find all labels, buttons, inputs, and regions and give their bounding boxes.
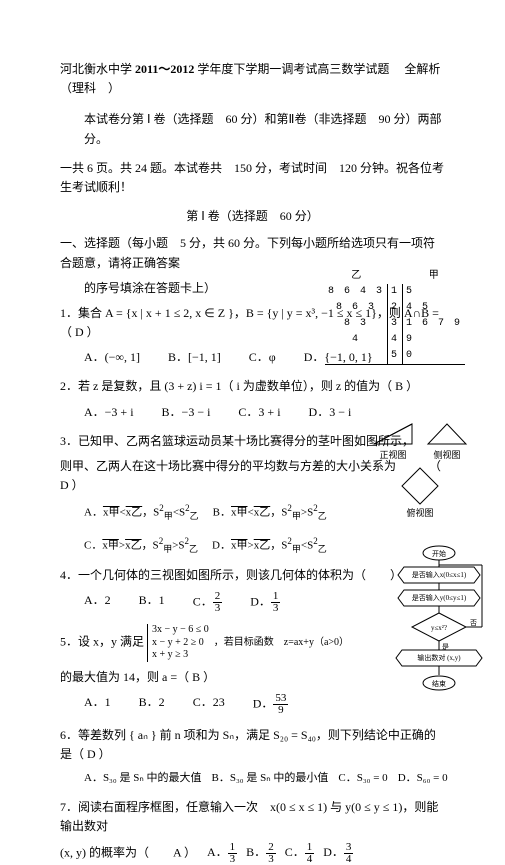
q2-text: 2．若 z 是复数，且 (3 + z) i = 1（ i 为虚数单位），则 z … [60, 377, 445, 396]
q5-options: A．1 B．2 C．23 D．539 [60, 693, 445, 716]
q4-b: B．1 [139, 591, 165, 614]
flow-in1: 是否输入x(0≤x≤1) [412, 570, 467, 579]
flow-end: 结束 [432, 679, 446, 688]
front-view: 正视图 [370, 420, 416, 462]
q4-d: D．13 [250, 591, 280, 614]
q7-a: A．13 [207, 845, 237, 859]
q6-d: D．S₆₀ = 0 [398, 770, 448, 788]
q6-b: B．S₃₀ 是 Sₙ 中的最小值 [211, 770, 328, 788]
q6-a: A．S₃₀ 是 Sₙ 中的最大值 [84, 770, 201, 788]
three-views: 正视图 侧视图 俯视图 [365, 420, 475, 521]
flowchart: 开始 是否输入x(0≤x≤1) 是否输入y(0≤y≤1) y≤x²? 是 否 输… [392, 545, 487, 711]
q3-a: A．x甲<x乙，S2甲<S2乙 [84, 501, 199, 523]
flow-start: 开始 [432, 549, 446, 558]
q2-d: D．3 − i [309, 403, 352, 422]
part1-heading: 第 Ⅰ 卷（选择题 60 分） [60, 207, 445, 226]
q1-a: A．(−∞, 1] [84, 348, 140, 367]
q3-b: B．x甲<x乙，S2甲>S2乙 [213, 501, 327, 523]
q1-c: C．φ [249, 348, 276, 367]
side-view: 侧视图 [424, 420, 470, 462]
q4-a: A．2 [84, 591, 111, 614]
q3-c: C．x甲>x乙，S2甲>S2乙 [84, 534, 198, 556]
flow-cond: y≤x²? [431, 624, 447, 632]
q3-l2-text: 则甲、乙两人在这十场比赛中得分的平均数与方差的大小关系为 [60, 459, 396, 473]
pages-line: 一共 6 页。共 24 题。本试卷共 150 分，考试时间 120 分钟。祝各位… [60, 159, 445, 197]
school: 河北衡水中学 [60, 62, 132, 76]
q6-text: 6．等差数列 { aₙ } 前 n 项和为 Sₙ，满足 S₂₀ = S₄₀，则下… [60, 726, 445, 764]
title-main: 学年度下学期一调考试高三数学试题 [197, 62, 389, 76]
q5: 5．设 x，y 满足 3x − y − 6 ≤ 0 x − y + 2 ≥ 0 … [60, 624, 445, 662]
stem-leaf-plot: 乙甲 8 6 4 315 8 6 324 5 8 331 6 7 9 449 5… [325, 268, 465, 365]
q4-c: C．23 [193, 591, 223, 614]
q7-b: B．23 [246, 845, 276, 859]
q5-c: C．23 [193, 693, 225, 716]
q5-brace: 3x − y − 6 ≤ 0 x − y + 2 ≥ 0 ，若目标函数 z=ax… [147, 624, 349, 662]
q7-d: D．34 [323, 845, 353, 859]
q5-d: D．539 [253, 693, 289, 716]
q2-c: C．3 + i [238, 403, 280, 422]
title-row: 河北衡水中学 2011～2012 学年度下学期一调考试高三数学试题 全解析（理科… [60, 60, 445, 98]
q5-lead: 5．设 x，y 满足 [60, 635, 144, 649]
top-view: 俯视图 [365, 466, 475, 520]
q7-l2: (x, y) 的概率为（ A ） A．13 B．23 C．14 D．34 [60, 842, 445, 865]
section-line: 本试卷分第 Ⅰ 卷（选择题 60 分）和第Ⅱ卷（非选择题 90 分）两部分。 [60, 110, 445, 148]
q3-options-row2: C．x甲>x乙，S2甲>S2乙 D．x甲>x乙，S2甲<S2乙 [60, 534, 445, 556]
q2-options: A．−3 + i B．−3 − i C．3 + i D．3 − i [60, 403, 445, 422]
q6-c: C．S₃₀ = 0 [338, 770, 387, 788]
flow-no: 否 [470, 619, 477, 627]
q6-options: A．S₃₀ 是 Sₙ 中的最大值 B．S₃₀ 是 Sₙ 中的最小值 C．S₃₀ … [60, 770, 445, 788]
q5-b: B．2 [139, 693, 165, 716]
mc-head-a: 一、选择题（每小题 5 分，共 60 分。下列每小题所给选项只有一项符合题意，请… [60, 234, 445, 272]
q7-l1: 7．阅读右面程序框图，任意输入一次 x(0 ≤ x ≤ 1) 与 y(0 ≤ y… [60, 798, 445, 836]
q3-d: D．x甲>x乙，S2甲<S2乙 [212, 534, 327, 556]
q2-a: A．−3 + i [84, 403, 134, 422]
q5-a: A．1 [84, 693, 111, 716]
year: 2011～2012 [135, 62, 194, 76]
q4-text: 4．一个几何体的三视图如图所示，则该几何体的体积为（ ） [60, 566, 445, 585]
q5-tail: 的最大值为 14，则 a =（ B ） [60, 668, 445, 687]
q4-options: A．2 B．1 C．23 D．13 [60, 591, 445, 614]
q7-c: C．14 [285, 845, 315, 859]
flow-out: 输出数对 (x,y) [417, 653, 461, 662]
sl-hdr-l: 乙 [325, 268, 388, 284]
q2-b: B．−3 − i [162, 403, 211, 422]
sl-hdr-r: 甲 [402, 268, 465, 284]
flow-in2: 是否输入y(0≤y≤1) [412, 593, 467, 602]
q1-b: B．[−1, 1] [168, 348, 221, 367]
